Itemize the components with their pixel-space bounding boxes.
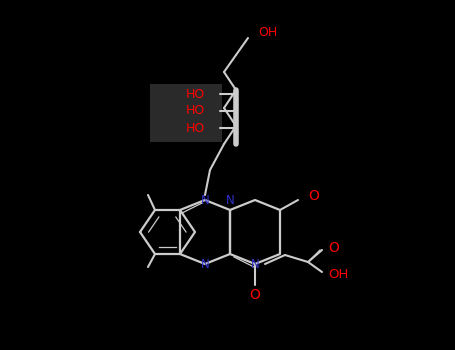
Text: O: O [249, 288, 260, 302]
FancyBboxPatch shape [150, 84, 222, 142]
Text: N: N [226, 194, 234, 206]
Text: HO: HO [186, 88, 205, 100]
Text: HO: HO [186, 121, 205, 134]
Text: N: N [251, 258, 259, 271]
Text: O: O [308, 189, 319, 203]
Text: HO: HO [186, 105, 205, 118]
Text: N: N [201, 194, 209, 206]
Text: OH: OH [258, 27, 277, 40]
Text: OH: OH [328, 268, 349, 281]
Text: O: O [328, 241, 339, 255]
Text: N: N [201, 258, 209, 271]
